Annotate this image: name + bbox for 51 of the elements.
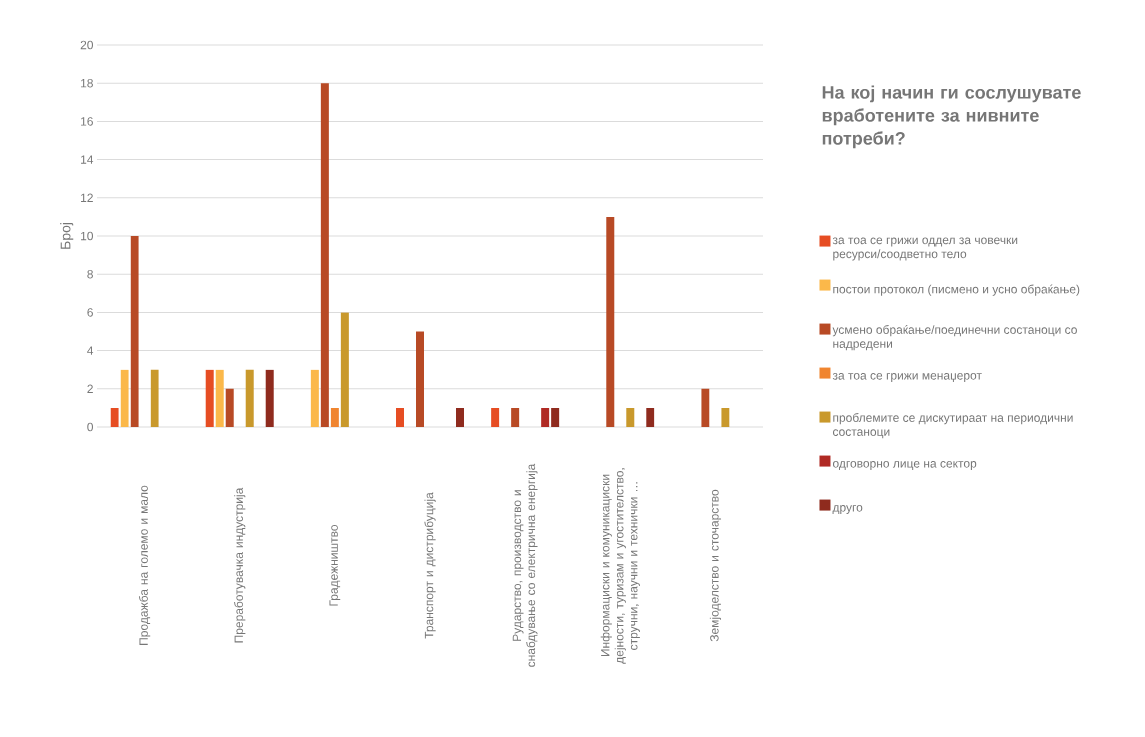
bar: [215, 369, 224, 427]
bar: [396, 407, 404, 427]
x-tick-label: Земјоделство и сточарство: [709, 489, 722, 642]
legend-label: усмено обраќање/поединечни состаноци со надредени: [832, 324, 1077, 351]
y-tick-label: 14: [81, 155, 94, 164]
x-tick-label: Рударство, производство и снабдување со електрична енергија: [512, 463, 538, 667]
legend-label: за тоа се грижи оддел за човечки ресурси/соодветно тело: [832, 237, 1018, 261]
x-tick-label: Продажба на големо и мало: [138, 485, 151, 645]
legend-label: постои протокол (писмено и усно обраќање): [833, 284, 1080, 296]
y-tick-label: 2: [87, 384, 93, 393]
bar: [721, 407, 730, 427]
x-tick-label: Информациски и комуникациски дејности, туризам и угостителство, стручни, научни и технички …: [600, 468, 640, 664]
bar: [416, 331, 424, 427]
y-tick-label: 6: [87, 308, 93, 317]
bar: [330, 407, 339, 427]
y-tick-label: 12: [81, 193, 93, 202]
bar: [551, 407, 560, 427]
bar: [626, 407, 635, 427]
x-tick-label: Градежништво: [329, 525, 341, 606]
y-tick-label: 18: [81, 78, 93, 88]
legend-label: проблемите се дискутираат на периодични состаноци: [832, 413, 1073, 439]
bar: [491, 407, 500, 427]
bar: [701, 388, 710, 427]
bar: [150, 369, 159, 427]
bar: [456, 407, 464, 427]
y-tick-label: 4: [87, 346, 94, 355]
bar: [205, 369, 214, 427]
bar: [310, 369, 319, 427]
x-tick-label: Транспорт и дистрибуција: [424, 492, 436, 639]
bar: [265, 369, 274, 427]
legend-label: за тоа се грижи менаџерот: [832, 373, 982, 383]
y-tick-label: 20: [80, 40, 93, 50]
legend-label: одговорно лице на сектор: [832, 461, 977, 471]
bar: [646, 407, 655, 427]
bar: [606, 216, 615, 427]
text: На кој начин ги сослушувате вработените за нивните потреби?: [822, 85, 1081, 149]
bar: [110, 407, 119, 427]
y-axis-title: Број: [60, 223, 74, 249]
y-tick-label: 16: [81, 117, 93, 126]
bar: [225, 388, 234, 427]
legend-label: друго: [832, 505, 863, 515]
bar: [511, 407, 520, 427]
y-tick-label: 8: [87, 269, 93, 279]
y-tick-label: 0: [87, 422, 94, 432]
x-tick-label: Преработувачка индустрија: [234, 487, 246, 643]
bar: [340, 312, 349, 427]
bar: [120, 369, 129, 427]
y-tick-label: 10: [81, 231, 93, 241]
bar: [130, 236, 139, 427]
bar: [320, 83, 329, 427]
bar: [245, 369, 254, 427]
